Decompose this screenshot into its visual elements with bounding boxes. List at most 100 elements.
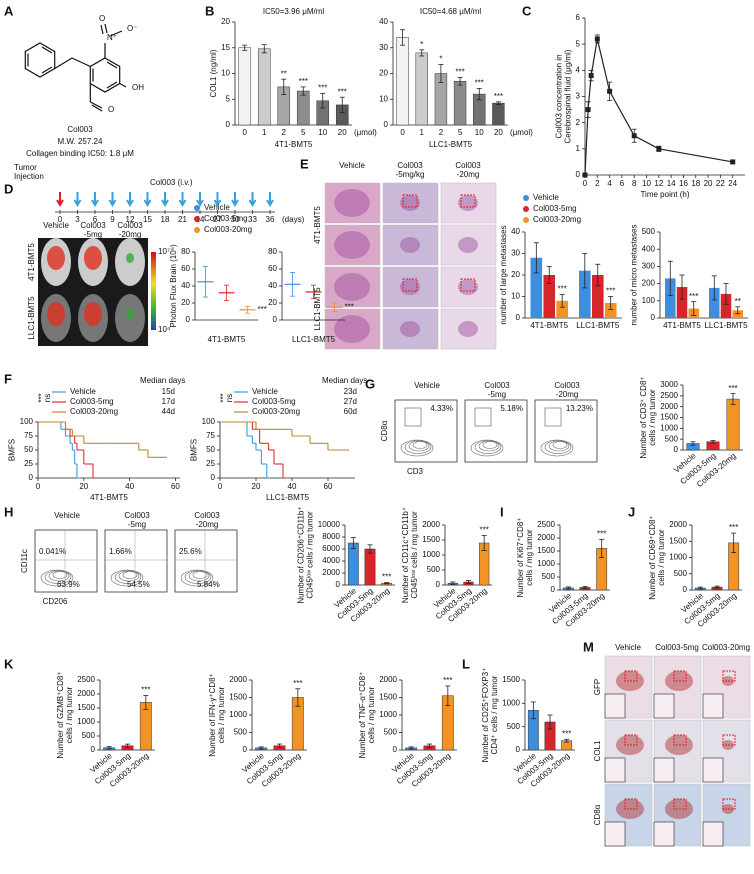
- x-tick-label: 14: [667, 179, 676, 188]
- bar: [238, 47, 252, 126]
- panel-letter: J: [628, 504, 635, 519]
- significance: ***: [382, 573, 391, 582]
- y-tick-label: 6000: [322, 544, 340, 553]
- y-tick-label: 50: [206, 445, 215, 454]
- bar: [556, 300, 569, 318]
- y-tick-label: 400: [642, 244, 656, 253]
- y-tick-label: 100: [20, 417, 34, 426]
- histology-column-label: Col003: [397, 161, 423, 170]
- flow-contour: [122, 571, 138, 579]
- data-line: [584, 38, 733, 176]
- flow-group-label: -20mg: [196, 520, 219, 529]
- flow-plot: [174, 529, 238, 593]
- histology-column-label: -5mg/kg: [396, 170, 425, 179]
- y-tick-label: 10: [221, 69, 230, 78]
- legend-label: Col003-5mg: [70, 397, 114, 406]
- y-tick-label: 10: [379, 94, 388, 103]
- x-tick-label: 20: [338, 128, 347, 137]
- color-bar-max: 10⁷: [158, 247, 170, 256]
- y-tick-label: 500: [674, 569, 688, 578]
- median-days: 44d: [162, 407, 175, 416]
- signal: [84, 246, 102, 270]
- inset: [702, 821, 724, 847]
- day-label: 15: [143, 215, 152, 224]
- median-days: 23d: [344, 387, 357, 396]
- y-tick-label: 2000: [537, 533, 555, 542]
- x-axis-label: LLC1-BMT5: [266, 493, 310, 502]
- y-axis-label: BMFS: [190, 439, 199, 461]
- x-tick-label: 4: [607, 179, 612, 188]
- x-axis-label: 4T1-BMT5: [275, 140, 313, 149]
- bar: [708, 287, 720, 318]
- tissue: [458, 237, 478, 253]
- x-tick-label: 0: [243, 128, 248, 137]
- chart-title: IC50=3.96 μM/ml: [263, 7, 325, 16]
- day-label: 30: [231, 215, 240, 224]
- flow-plot: [464, 399, 528, 463]
- day-unit: (days): [282, 215, 305, 224]
- x-tick-label: LLC1-BMT5: [576, 321, 620, 330]
- histology-column-label: Vehicle: [615, 643, 641, 652]
- compound-name: Col003: [67, 125, 93, 134]
- flow-x-label: CD206: [43, 597, 68, 606]
- dose-arrow: [73, 192, 82, 207]
- bar: [453, 80, 467, 126]
- panel-letter: A: [4, 3, 14, 18]
- y-tick-label: 20: [379, 69, 388, 78]
- x-tick-label: 24: [728, 179, 737, 188]
- y-tick-label: 0: [226, 120, 231, 129]
- bar: [530, 257, 543, 318]
- flow-contour: [412, 441, 428, 449]
- flow-contour: [44, 570, 72, 584]
- y-tick-label: 0: [551, 585, 556, 594]
- dose-arrow: [213, 192, 222, 207]
- panel-letter: L: [462, 656, 470, 671]
- structure-bonds: [24, 23, 127, 112]
- histology-row-label: CD8α: [593, 804, 602, 825]
- significance: ***: [479, 526, 488, 535]
- y-axis-label: Number of CD206⁺CD11b⁺: [297, 506, 306, 603]
- y-tick-label: 100: [642, 296, 656, 305]
- histology-image: [440, 224, 497, 266]
- histology-image: [324, 182, 381, 224]
- y-tick-label: 75: [24, 431, 33, 440]
- x-tick-label: 0: [400, 128, 405, 137]
- dose-arrow: [248, 192, 257, 207]
- panel-letter: M: [583, 639, 594, 654]
- x-tick-label: 22: [716, 179, 725, 188]
- x-tick-label: 1: [420, 128, 425, 137]
- marker: [656, 146, 662, 152]
- histology-image: [324, 308, 381, 350]
- y-tick-label: 200: [642, 279, 656, 288]
- x-tick-label: 10: [642, 179, 651, 188]
- y-axis-label: number of micro metastases: [630, 225, 639, 326]
- panel-letter: G: [365, 376, 375, 391]
- flow-contour: [48, 570, 70, 582]
- histology-column-label: Col003: [455, 161, 481, 170]
- significance: ***: [597, 529, 606, 538]
- dose-arrow: [196, 192, 204, 207]
- y-tick-label: 1500: [229, 693, 247, 702]
- panel-letter: K: [4, 656, 14, 671]
- flow-percent: 25.6%: [179, 547, 202, 556]
- dose-arrow: [231, 192, 239, 207]
- y-tick-label: 20: [181, 298, 190, 307]
- y-tick-label: 0: [186, 315, 191, 324]
- day-label: 36: [266, 215, 275, 224]
- inset: [653, 757, 675, 783]
- y-axis-label: Cerebrospinal fluid (μg/ml): [564, 49, 573, 143]
- color-bar: [151, 252, 156, 330]
- y-tick-label: 500: [642, 227, 656, 236]
- y-axis-label: BMFS: [8, 439, 17, 461]
- y-axis-label: Number of CD69⁺CD8⁺: [648, 515, 657, 599]
- dose-arrow: [143, 192, 152, 207]
- significance: ***: [494, 92, 503, 101]
- flow-contour: [114, 570, 142, 584]
- zoom-box: [402, 278, 418, 292]
- inset: [604, 693, 626, 719]
- significance: ***: [728, 384, 737, 393]
- legend-marker: [194, 205, 200, 211]
- imaging-group-label: -20mg: [119, 230, 142, 239]
- y-tick-label: 2000: [422, 520, 440, 529]
- marker: [585, 107, 591, 113]
